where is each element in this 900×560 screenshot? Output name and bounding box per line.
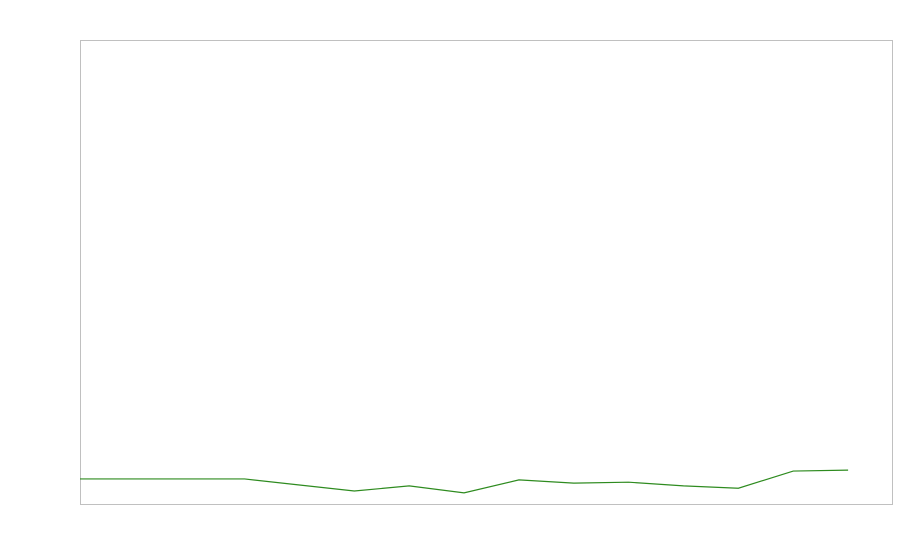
series-line-0	[80, 469, 849, 494]
plot-area-frame	[80, 40, 893, 505]
series-layer	[80, 469, 849, 494]
